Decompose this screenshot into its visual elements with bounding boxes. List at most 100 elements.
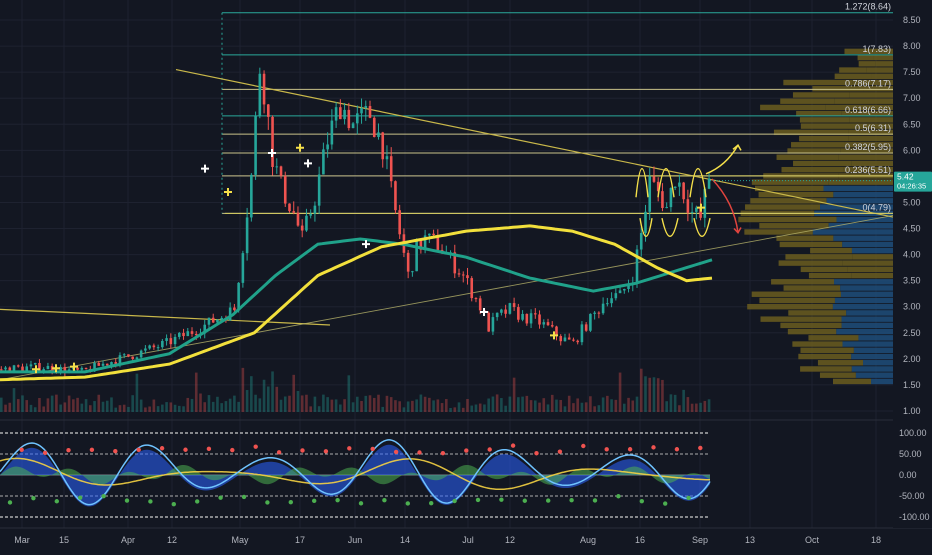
candle-body	[394, 181, 397, 211]
volume-bar	[639, 368, 643, 412]
candle-body	[356, 113, 359, 124]
volume-bar	[372, 397, 376, 412]
profile-down-volume	[833, 235, 893, 241]
profile-down-volume	[812, 229, 893, 235]
volume-bar	[606, 395, 609, 412]
volume-bar	[161, 404, 164, 412]
time-tick-label: Oct	[805, 535, 820, 545]
pattern-arc-bottom	[693, 217, 711, 238]
profile-down-volume	[842, 241, 893, 248]
volume-bar	[118, 405, 122, 412]
wavetrend-line	[0, 439, 711, 506]
volume-bar	[347, 375, 351, 412]
volume-bar	[25, 400, 29, 412]
candle-body	[567, 337, 571, 340]
grid-lines	[0, 0, 932, 529]
volume-bar	[55, 394, 58, 412]
candle-body	[470, 278, 474, 299]
cross-dot	[592, 498, 598, 503]
volume-bar	[415, 399, 418, 412]
profile-down-volume	[846, 310, 893, 316]
cross-dot	[627, 447, 633, 452]
price-tick-label: 1.50	[903, 380, 921, 390]
candle-body	[538, 314, 541, 325]
price-tick-label: 2.50	[903, 328, 921, 338]
profile-up-volume	[810, 247, 852, 254]
trend-lines	[0, 68, 894, 381]
volume-bar	[4, 404, 7, 412]
cross-dot	[452, 498, 457, 504]
cross-dot	[417, 450, 422, 455]
profile-up-volume	[781, 166, 844, 173]
candle-body	[135, 357, 139, 359]
signal-marker	[52, 364, 60, 373]
volume-bar	[169, 402, 173, 412]
candle-body	[38, 363, 41, 371]
volume-bar	[16, 399, 20, 412]
profile-up-volume	[788, 310, 847, 316]
candle-body	[466, 275, 469, 279]
profile-down-volume	[849, 92, 893, 98]
profile-up-volume	[796, 110, 842, 117]
time-tick-label: 14	[400, 535, 410, 545]
cross-dot	[370, 446, 375, 452]
volume-bar	[220, 403, 223, 412]
profile-up-volume	[783, 79, 853, 86]
fib-level-label: 0.382(5.95)	[845, 142, 891, 152]
cross-dot	[31, 495, 36, 501]
candle-body	[385, 156, 389, 160]
volume-bar	[317, 406, 321, 412]
volume-bar	[241, 367, 245, 412]
profile-down-volume	[851, 366, 893, 372]
volume-bar	[635, 396, 639, 412]
volume-bar	[254, 394, 257, 412]
volume-bar	[682, 389, 685, 412]
candle-body	[529, 313, 533, 324]
volume-bar	[105, 400, 109, 412]
candle-body	[267, 104, 270, 117]
volume-bar	[199, 393, 202, 412]
volume-bar	[207, 395, 211, 412]
cross-dot	[159, 446, 165, 451]
profile-down-volume	[836, 328, 893, 335]
signal-marker	[70, 362, 78, 371]
volume-bar	[173, 404, 177, 412]
candle-body	[495, 312, 499, 318]
bearish-projection-arrow	[711, 178, 739, 233]
price-axis[interactable]: 8.508.007.507.006.506.005.505.004.504.00…	[893, 0, 932, 528]
signal-marker	[480, 307, 488, 316]
profile-up-volume	[780, 322, 842, 329]
profile-down-volume	[871, 378, 893, 385]
time-tick-label: 16	[635, 535, 645, 545]
candle-body	[105, 363, 109, 366]
cross-dot	[288, 499, 293, 505]
time-axis[interactable]: Mar 15 Apr 12 May 17 Jun 14 Jul 12 Aug 16 Sep 13 Oct 18	[14, 535, 881, 545]
price-tick-label: 4.50	[903, 224, 921, 234]
candle-body	[686, 199, 690, 213]
time-tick-label: Mar	[14, 535, 30, 545]
oscillator-tick-label: 50.00	[899, 449, 922, 459]
volume-bar	[542, 398, 546, 412]
volume-bar	[305, 394, 308, 412]
candle-body	[25, 366, 29, 371]
candle-body	[279, 166, 283, 176]
cross-dot	[475, 497, 481, 503]
candle-body	[271, 116, 274, 167]
candle-body	[351, 123, 355, 129]
candle-body	[546, 322, 550, 326]
profile-up-volume	[799, 135, 849, 142]
volume-bar	[567, 395, 571, 412]
volume-bar	[165, 402, 168, 412]
cross-dot	[218, 495, 223, 500]
candle-body	[372, 117, 376, 138]
profile-down-volume	[828, 223, 893, 229]
volume-profile	[738, 48, 893, 385]
volume-bar	[267, 386, 270, 412]
volume-bar	[644, 376, 647, 412]
volume-bar	[101, 401, 105, 412]
volume-bar	[627, 397, 630, 412]
candle-body	[661, 191, 664, 208]
price-tick-label: 2.00	[903, 354, 921, 364]
profile-up-volume	[793, 160, 852, 167]
